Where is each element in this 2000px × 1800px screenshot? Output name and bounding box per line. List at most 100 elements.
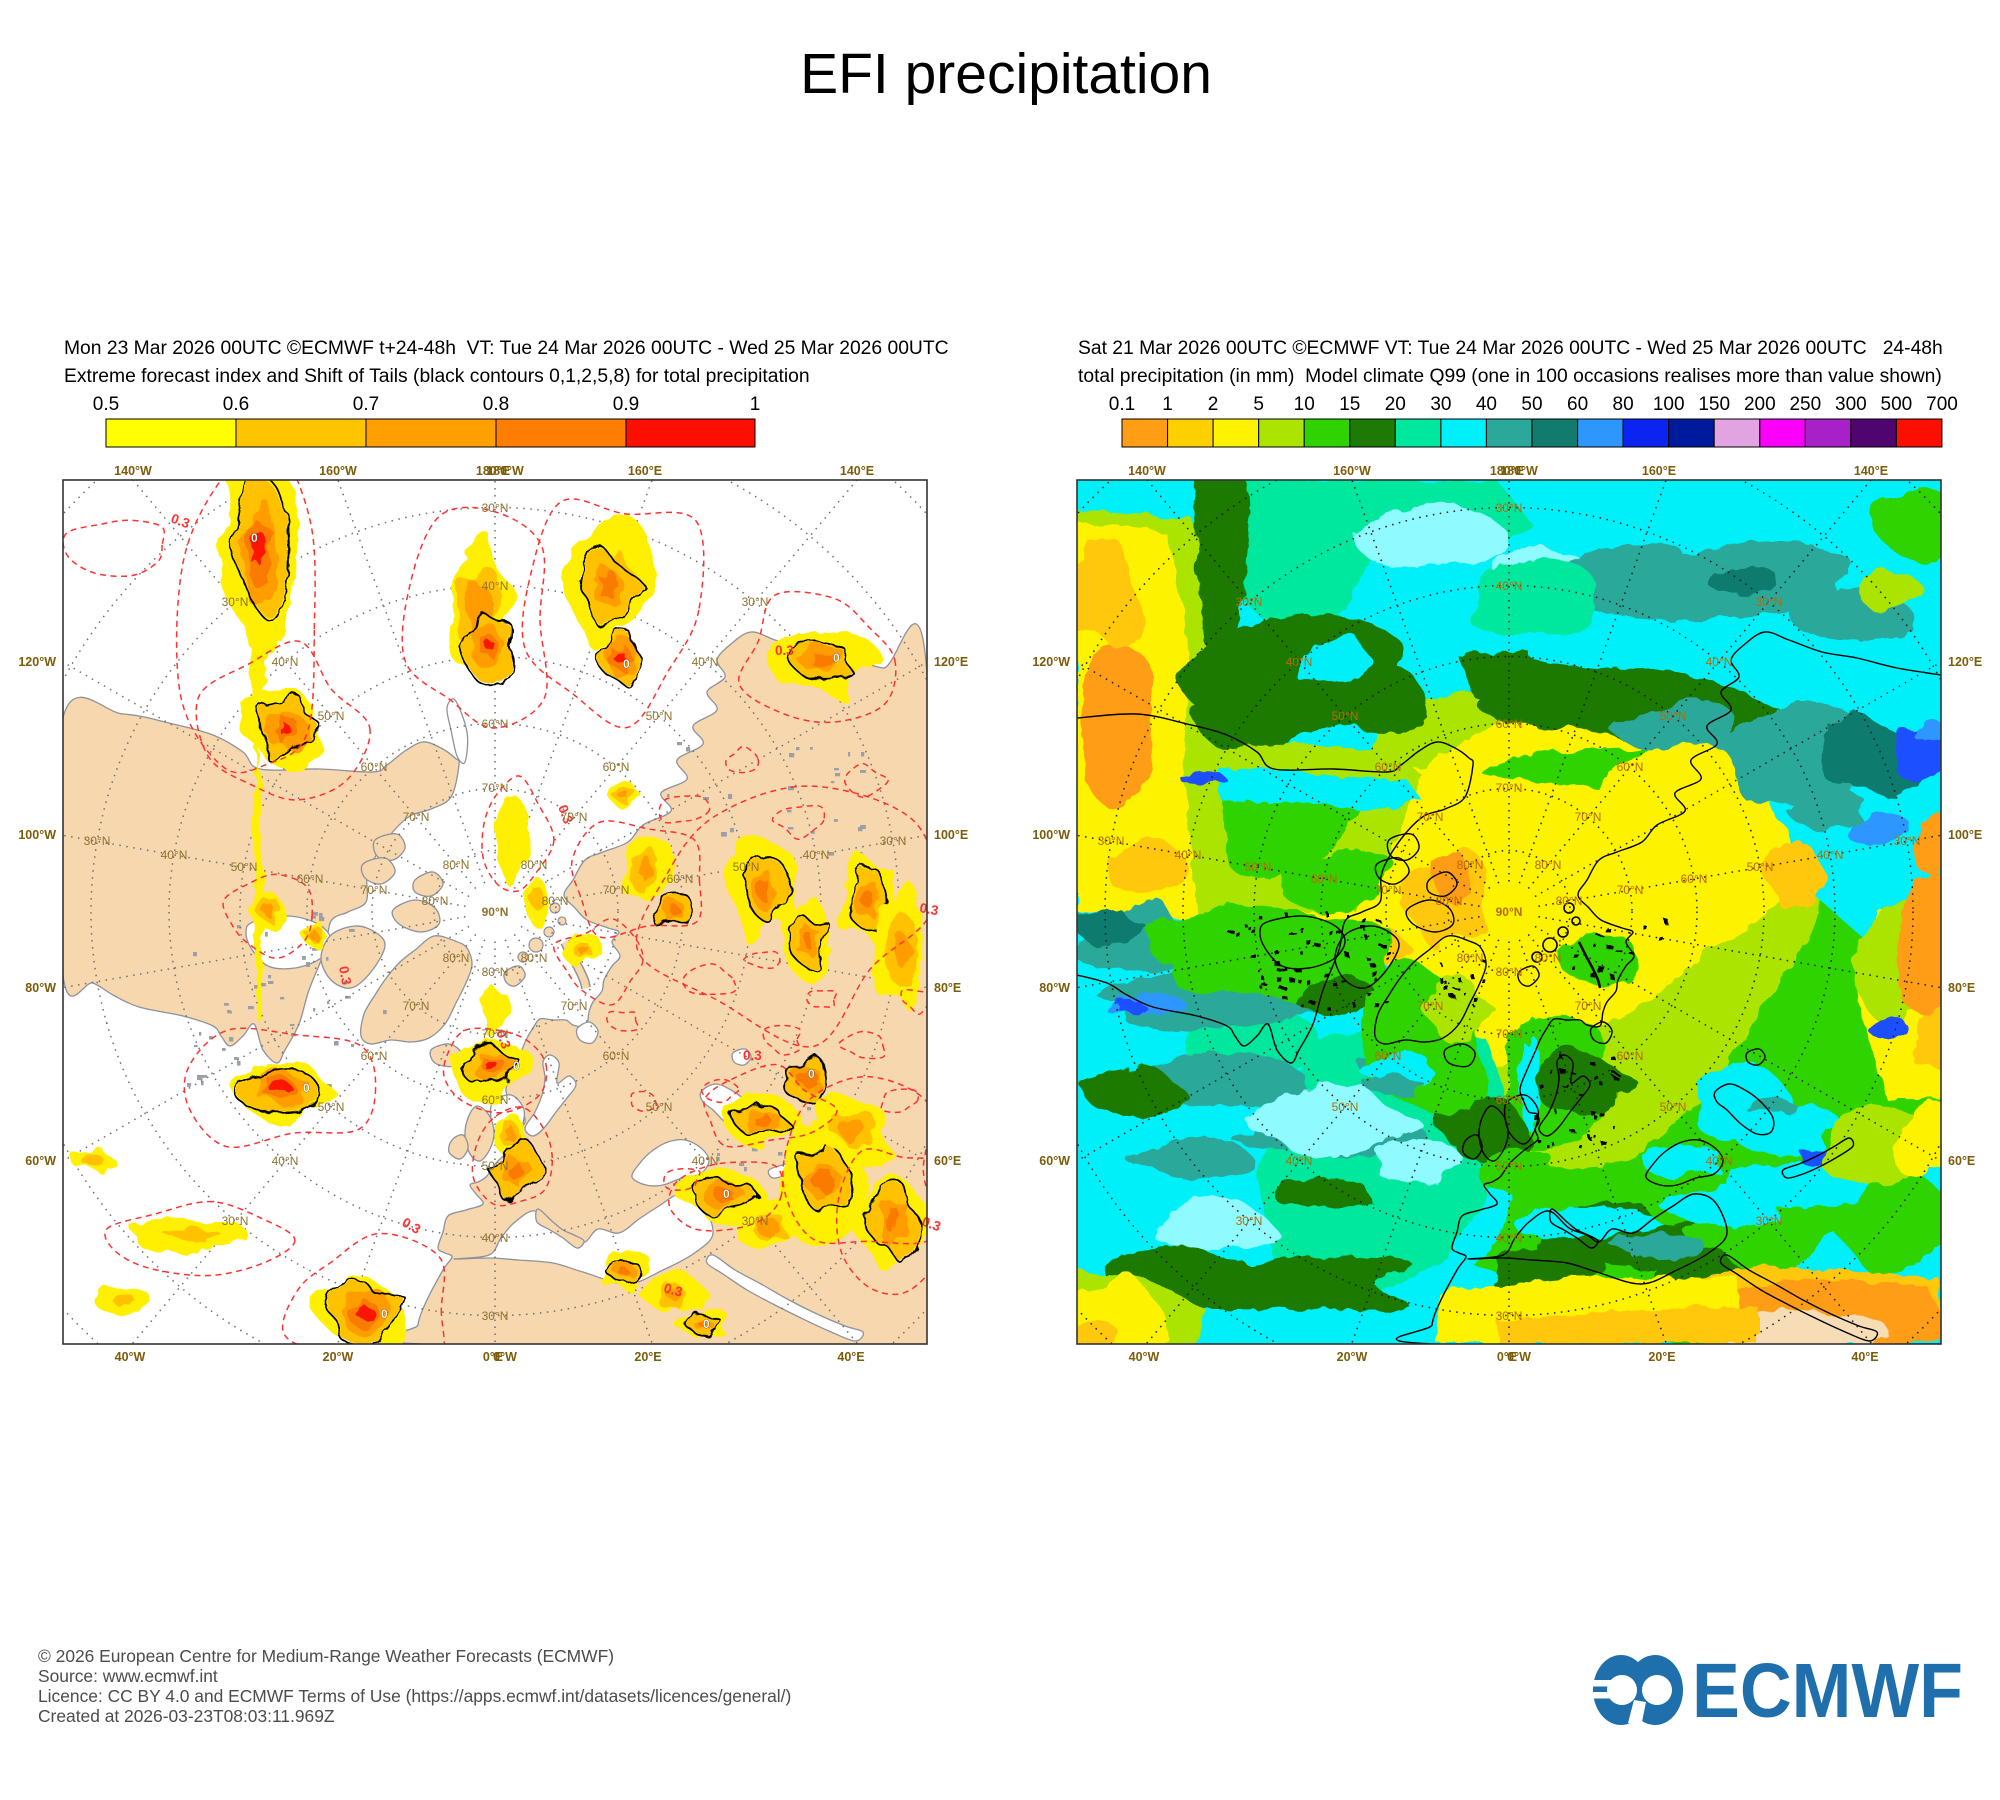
svg-text:70°N: 70°N [1575, 999, 1602, 1013]
svg-text:80°N: 80°N [1457, 951, 1484, 965]
svg-text:50°N: 50°N [231, 860, 258, 874]
svg-text:30°N: 30°N [1098, 834, 1125, 848]
svg-text:40°N: 40°N [1496, 1231, 1523, 1245]
svg-text:60°N: 60°N [1375, 1049, 1402, 1063]
svg-text:2: 2 [1208, 394, 1219, 415]
svg-text:1: 1 [1162, 394, 1173, 415]
svg-text:60°N: 60°N [482, 1093, 509, 1107]
svg-text:60°E: 60°E [934, 1154, 961, 1168]
svg-text:0: 0 [833, 651, 840, 665]
svg-text:0: 0 [381, 1307, 388, 1321]
svg-text:60°N: 60°N [603, 1049, 630, 1063]
svg-text:30°N: 30°N [1496, 1309, 1523, 1323]
svg-text:80°N: 80°N [1436, 894, 1463, 908]
svg-text:140°W: 140°W [114, 464, 152, 478]
svg-text:60°N: 60°N [1681, 872, 1708, 886]
svg-text:180°W: 180°W [1500, 464, 1538, 478]
svg-text:140°W: 140°W [1128, 464, 1166, 478]
svg-text:60°N: 60°N [297, 872, 324, 886]
svg-text:80°N: 80°N [443, 858, 470, 872]
svg-text:60°N: 60°N [1617, 1049, 1644, 1063]
svg-text:Extreme forecast index and Shi: Extreme forecast index and Shift of Tail… [64, 366, 810, 387]
svg-text:50°N: 50°N [1332, 1100, 1359, 1114]
svg-text:Created at 2026-03-23T08:03:11: Created at 2026-03-23T08:03:11.969Z [38, 1706, 335, 1726]
svg-text:40°N: 40°N [482, 579, 509, 593]
svg-text:60°N: 60°N [361, 760, 388, 774]
svg-text:60°N: 60°N [1496, 1093, 1523, 1107]
svg-text:80°N: 80°N [422, 894, 449, 908]
svg-text:0.3: 0.3 [918, 900, 940, 918]
svg-text:70°N: 70°N [1575, 810, 1602, 824]
svg-text:0: 0 [703, 1317, 710, 1331]
svg-text:40°N: 40°N [482, 1231, 509, 1245]
svg-text:30°N: 30°N [222, 1214, 249, 1228]
svg-text:30°N: 30°N [1236, 1214, 1263, 1228]
svg-text:150: 150 [1698, 394, 1730, 415]
svg-text:30°N: 30°N [84, 834, 111, 848]
svg-text:120°W: 120°W [1032, 655, 1070, 669]
svg-text:100°W: 100°W [1032, 828, 1070, 842]
svg-text:70°N: 70°N [1496, 1027, 1523, 1041]
svg-text:50°N: 50°N [1245, 860, 1272, 874]
svg-text:80°N: 80°N [1457, 858, 1484, 872]
svg-text:30°N: 30°N [742, 1214, 769, 1228]
svg-text:30°N: 30°N [1496, 501, 1523, 515]
svg-text:0.9: 0.9 [613, 394, 639, 415]
svg-text:40°N: 40°N [1286, 1154, 1313, 1168]
svg-text:60°N: 60°N [1617, 760, 1644, 774]
svg-text:50°N: 50°N [318, 709, 345, 723]
svg-text:90°N: 90°N [482, 905, 509, 919]
svg-text:20°W: 20°W [323, 1350, 354, 1364]
svg-text:40°N: 40°N [1706, 1154, 1733, 1168]
svg-text:40°N: 40°N [803, 848, 830, 862]
svg-text:40: 40 [1476, 394, 1497, 415]
svg-text:70°N: 70°N [403, 810, 430, 824]
svg-text:60°W: 60°W [25, 1154, 56, 1168]
svg-text:5: 5 [1253, 394, 1264, 415]
svg-text:60°E: 60°E [1948, 1154, 1975, 1168]
svg-text:50°N: 50°N [646, 709, 673, 723]
svg-text:Licence: CC BY 4.0 and ECMWF T: Licence: CC BY 4.0 and ECMWF Terms of Us… [38, 1686, 791, 1706]
svg-text:180°W: 180°W [486, 464, 524, 478]
svg-text:total precipitation (in mm) M: total precipitation (in mm) Model climat… [1078, 366, 1942, 387]
svg-text:0: 0 [513, 1059, 520, 1073]
svg-text:60°N: 60°N [603, 760, 630, 774]
svg-text:Mon 23 Mar 2026 00UTC ©ECMWF t: Mon 23 Mar 2026 00UTC ©ECMWF t+24-48h VT… [64, 338, 949, 359]
svg-text:160°E: 160°E [1642, 464, 1676, 478]
svg-text:160°W: 160°W [1333, 464, 1371, 478]
svg-text:10: 10 [1294, 394, 1315, 415]
svg-text:70°N: 70°N [1496, 781, 1523, 795]
svg-text:60°N: 60°N [482, 717, 509, 731]
svg-text:0.3: 0.3 [920, 1214, 943, 1235]
svg-text:60°N: 60°N [1496, 717, 1523, 731]
svg-text:100°W: 100°W [18, 828, 56, 842]
svg-text:0.8: 0.8 [483, 394, 509, 415]
svg-text:300: 300 [1835, 394, 1867, 415]
svg-text:100°E: 100°E [1948, 828, 1982, 842]
svg-text:40°N: 40°N [272, 655, 299, 669]
svg-text:60°N: 60°N [1311, 872, 1338, 886]
svg-text:50°N: 50°N [733, 860, 760, 874]
svg-text:ECMWF: ECMWF [1692, 1648, 1963, 1734]
svg-text:140°E: 140°E [840, 464, 874, 478]
svg-text:80°N: 80°N [482, 965, 509, 979]
svg-text:20: 20 [1385, 394, 1406, 415]
svg-text:0.1: 0.1 [1109, 394, 1135, 415]
svg-text:30°N: 30°N [482, 1309, 509, 1323]
svg-text:0: 0 [303, 1081, 310, 1095]
svg-text:70°N: 70°N [1417, 810, 1444, 824]
svg-text:70°N: 70°N [1417, 999, 1444, 1013]
svg-text:0.3: 0.3 [169, 511, 192, 532]
svg-text:180°E: 180°E [476, 464, 510, 478]
svg-text:40°N: 40°N [1175, 848, 1202, 862]
svg-text:80°N: 80°N [542, 894, 569, 908]
svg-text:80°W: 80°W [25, 981, 56, 995]
svg-text:60°W: 60°W [1039, 1154, 1070, 1168]
svg-text:70°N: 70°N [482, 781, 509, 795]
svg-text:60°N: 60°N [667, 872, 694, 886]
svg-text:0.3: 0.3 [775, 643, 794, 658]
svg-text:30°N: 30°N [742, 595, 769, 609]
svg-text:40°N: 40°N [692, 655, 719, 669]
svg-text:500: 500 [1881, 394, 1913, 415]
svg-text:80°N: 80°N [1496, 965, 1523, 979]
